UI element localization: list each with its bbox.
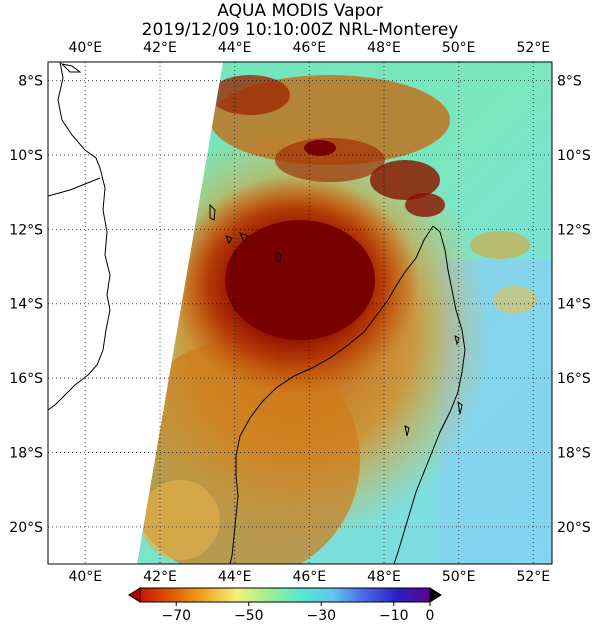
lon-tick-label-top: 50°E (442, 40, 476, 56)
map-border (47, 61, 553, 565)
lon-tick-label-bottom: 40°E (68, 569, 102, 585)
colorbar-tick-label: −30 (306, 608, 336, 624)
graticule (48, 62, 552, 564)
lon-tick-label-bottom: 48°E (367, 569, 401, 585)
lat-tick-label-right: 16°S (557, 371, 591, 387)
no-data-area (48, 62, 223, 564)
colorbar-low-arrow (128, 587, 141, 603)
lon-tick-label-top: 40°E (68, 40, 102, 56)
lat-tick-label-left: 8°S (18, 74, 43, 90)
lon-tick-label-top: 52°E (516, 40, 550, 56)
lat-tick-label-left: 18°S (9, 445, 43, 461)
lat-tick-label-right: 12°S (557, 222, 591, 238)
lon-tick-label-top: 46°E (292, 40, 326, 56)
lat-tick-label-right: 10°S (557, 148, 591, 164)
tick-labels: 40°E 40°E 42°E 42°E 44°E 44°E 46°E 46°E 48°E 48°E… (9, 40, 591, 585)
colorbar-high-arrow (429, 587, 442, 603)
lat-tick-label-left: 10°S (9, 148, 43, 164)
colorbar-tick-label: −70 (161, 608, 191, 624)
lat-tick-label-right: 14°S (557, 297, 591, 313)
lon-tick-label-bottom: 50°E (442, 569, 476, 585)
lon-tick-label-bottom: 44°E (218, 569, 252, 585)
lon-tick-label-top: 48°E (367, 40, 401, 56)
map-title: AQUA MODIS Vapor (217, 1, 383, 21)
lon-tick-label-bottom: 42°E (143, 569, 177, 585)
colorbar-tick-label: 0 (426, 608, 435, 624)
coastlines (48, 62, 466, 564)
lat-tick-label-right: 8°S (557, 74, 582, 90)
lat-tick-label-left: 12°S (9, 222, 43, 238)
vapor-imagery (137, 62, 552, 564)
lat-tick-label-left: 20°S (9, 520, 43, 536)
lat-tick-label-left: 14°S (9, 297, 43, 313)
lat-tick-label-right: 18°S (557, 445, 591, 461)
colorbar-body (139, 587, 431, 603)
lon-tick-label-top: 44°E (218, 40, 252, 56)
lon-tick-label-top: 42°E (143, 40, 177, 56)
lat-tick-label-right: 20°S (557, 520, 591, 536)
colorbar-tick-label: −10 (379, 608, 409, 624)
map-subtitle: 2019/12/09 10:10:00Z NRL-Monterey (141, 20, 459, 40)
lat-tick-label-left: 16°S (9, 371, 43, 387)
colorbar: −70 −50 −30 −10 0 (128, 587, 442, 624)
colorbar-tick-label: −50 (234, 608, 264, 624)
lon-tick-label-bottom: 46°E (292, 569, 326, 585)
lon-tick-label-bottom: 52°E (516, 569, 550, 585)
